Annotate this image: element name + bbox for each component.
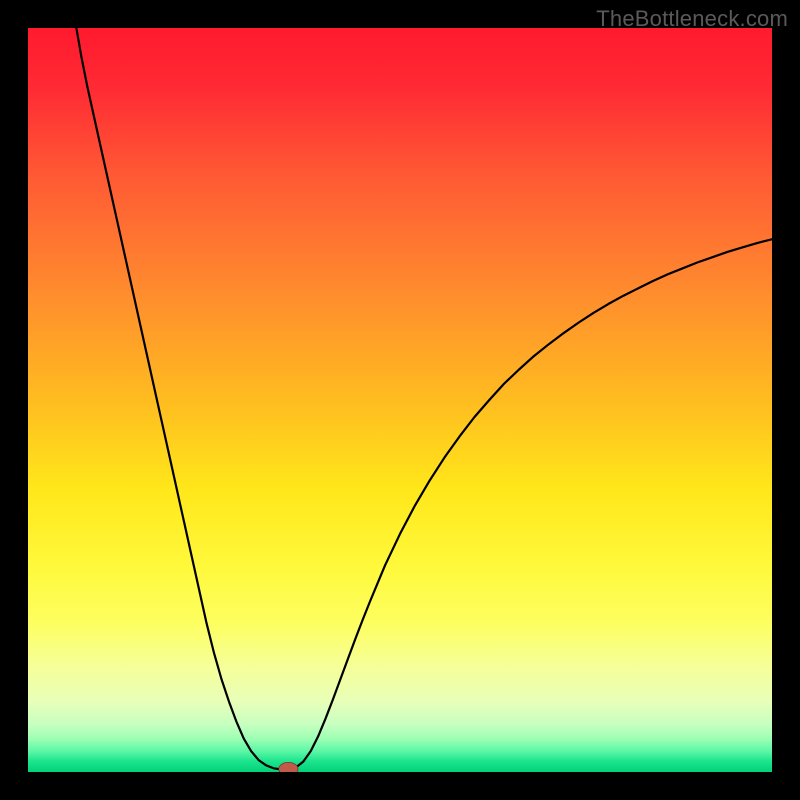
bottleneck-chart <box>28 28 772 772</box>
watermark: TheBottleneck.com <box>596 6 788 32</box>
gradient-background <box>28 28 772 772</box>
plot-area <box>28 28 772 772</box>
